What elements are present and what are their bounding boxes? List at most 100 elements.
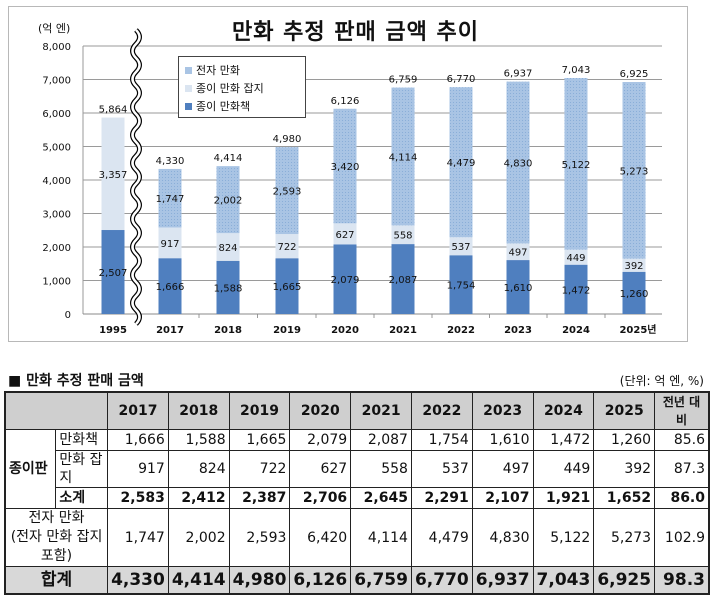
legend-swatch-digital	[185, 66, 192, 74]
yoy-cell: 102.9	[654, 508, 710, 567]
cell: 4,330	[107, 566, 169, 595]
cell: 2,387	[228, 487, 291, 509]
segment-value-label: 2,079	[331, 275, 360, 286]
y-tick-label: 6,000	[42, 109, 71, 120]
bar-segment-digital	[333, 108, 357, 224]
total-value-label: 6,126	[331, 96, 360, 107]
bar-segment-paper-magazine	[101, 117, 125, 231]
cell: 2,412	[167, 487, 230, 509]
segment-value-label: 2,002	[214, 196, 243, 207]
cell: 824	[167, 450, 230, 488]
cell: 1,754	[410, 429, 473, 451]
cell: 2,002	[167, 508, 230, 567]
cell: 1,260	[593, 429, 656, 451]
cell: 6,937	[471, 566, 534, 595]
legend-item-digital: 전자 만화	[185, 61, 299, 79]
cell: 392	[593, 450, 656, 488]
cell: 4,479	[410, 508, 473, 567]
cell: 4,414	[167, 566, 230, 595]
yoy-cell: 98.3	[654, 566, 710, 595]
legend-swatch-paper-book	[185, 102, 192, 110]
bar-segment-paper-book	[449, 255, 473, 314]
cell: 1,652	[593, 487, 656, 509]
chart-legend: 전자 만화 종이 만화 잡지 종이 만화책	[178, 56, 306, 118]
bar-segment-digital	[564, 78, 588, 250]
segment-value-label: 449	[566, 253, 585, 264]
total-value-label: 4,414	[214, 153, 243, 164]
segment-value-label: 2,593	[273, 187, 302, 198]
y-tick-label: 8,000	[42, 42, 71, 53]
total-value-label: 4,330	[156, 156, 185, 167]
cell: 449	[532, 450, 595, 488]
bar-segment-paper-book	[158, 258, 182, 314]
cell: 1,588	[167, 429, 230, 451]
x-category-label: 2023	[504, 325, 532, 336]
segment-value-label: 2,507	[99, 268, 128, 279]
segment-value-label: 3,420	[331, 162, 360, 173]
x-category-label: 2025년	[619, 323, 656, 336]
cell: 2,645	[350, 487, 412, 509]
axis-break-mark	[131, 29, 141, 325]
bar-segment-digital	[275, 147, 299, 235]
x-category-label: 2021	[389, 325, 417, 336]
digital-label: 전자 만화 (전자 만화 잡지 포함)	[4, 508, 109, 567]
bar-segment-paper-magazine	[564, 249, 588, 265]
y-tick-label: 4,000	[42, 176, 71, 187]
row-label: 만화책	[55, 429, 109, 451]
cell: 2,107	[471, 487, 534, 509]
cell: 6,770	[410, 566, 473, 595]
header-year: 2020	[289, 391, 352, 430]
yoy-cell: 86.0	[654, 487, 710, 509]
digital-label-line1: 전자 만화	[28, 510, 85, 526]
legend-swatch-paper-magazine	[185, 84, 192, 92]
paper-group-label: 종이판	[4, 429, 57, 509]
segment-value-label: 558	[393, 231, 412, 242]
bar-segment-paper-book	[275, 258, 299, 314]
x-category-label: 2017	[156, 325, 184, 336]
chart-title: 만화 추정 판매 금액 추이	[232, 20, 480, 45]
x-category-label: 2020	[331, 325, 359, 336]
cell: 1,666	[107, 429, 169, 451]
digital-label-line2: (전자 만화 잡지 포함)	[10, 529, 103, 564]
y-tick-label: 3,000	[42, 210, 71, 221]
legend-label: 종이 만화 잡지	[196, 82, 264, 95]
x-category-label: 2022	[447, 325, 475, 336]
header-year: 2024	[532, 391, 595, 430]
cell: 497	[471, 450, 534, 488]
y-tick-label: 5,000	[42, 143, 71, 154]
cell: 2,079	[289, 429, 352, 451]
bar-segment-paper-magazine	[449, 237, 473, 256]
cell: 5,273	[593, 508, 656, 567]
y-tick-label: 0	[65, 310, 71, 321]
cell: 4,114	[350, 508, 412, 567]
segment-value-label: 5,122	[562, 160, 591, 171]
row-label: 만화 잡지	[55, 450, 109, 488]
header-year: 2019	[228, 391, 291, 430]
total-value-label: 6,925	[620, 69, 649, 80]
bar-segment-paper-book	[101, 230, 125, 314]
segment-value-label: 2,087	[389, 275, 418, 286]
bar-segment-paper-magazine	[158, 227, 182, 259]
cell: 2,583	[107, 487, 169, 509]
cell: 558	[350, 450, 412, 488]
segment-value-label: 824	[218, 243, 237, 254]
segment-value-label: 5,273	[620, 166, 649, 177]
legend-label: 종이 만화책	[196, 100, 251, 113]
segment-value-label: 497	[508, 248, 527, 259]
total-value-label: 6,770	[447, 74, 476, 85]
cell: 4,980	[228, 566, 291, 595]
legend-label: 전자 만화	[196, 64, 240, 77]
header-year: 2023	[471, 391, 534, 430]
segment-value-label: 1,610	[504, 283, 533, 294]
bar-segment-digital	[622, 82, 646, 259]
legend-item-paper-book: 종이 만화책	[185, 97, 299, 115]
cell: 917	[107, 450, 169, 488]
total-value-label: 5,864	[99, 105, 128, 116]
header-year: 2025	[593, 391, 656, 430]
table-row-digital: 전자 만화 (전자 만화 잡지 포함) 1,747 2,002 2,593 6,4…	[4, 508, 710, 567]
cell: 6,420	[289, 508, 352, 567]
total-label: 합계	[4, 566, 109, 595]
bar-segment-paper-magazine	[506, 243, 530, 261]
x-category-label: 2018	[214, 325, 242, 336]
bar-segment-digital	[158, 168, 182, 228]
